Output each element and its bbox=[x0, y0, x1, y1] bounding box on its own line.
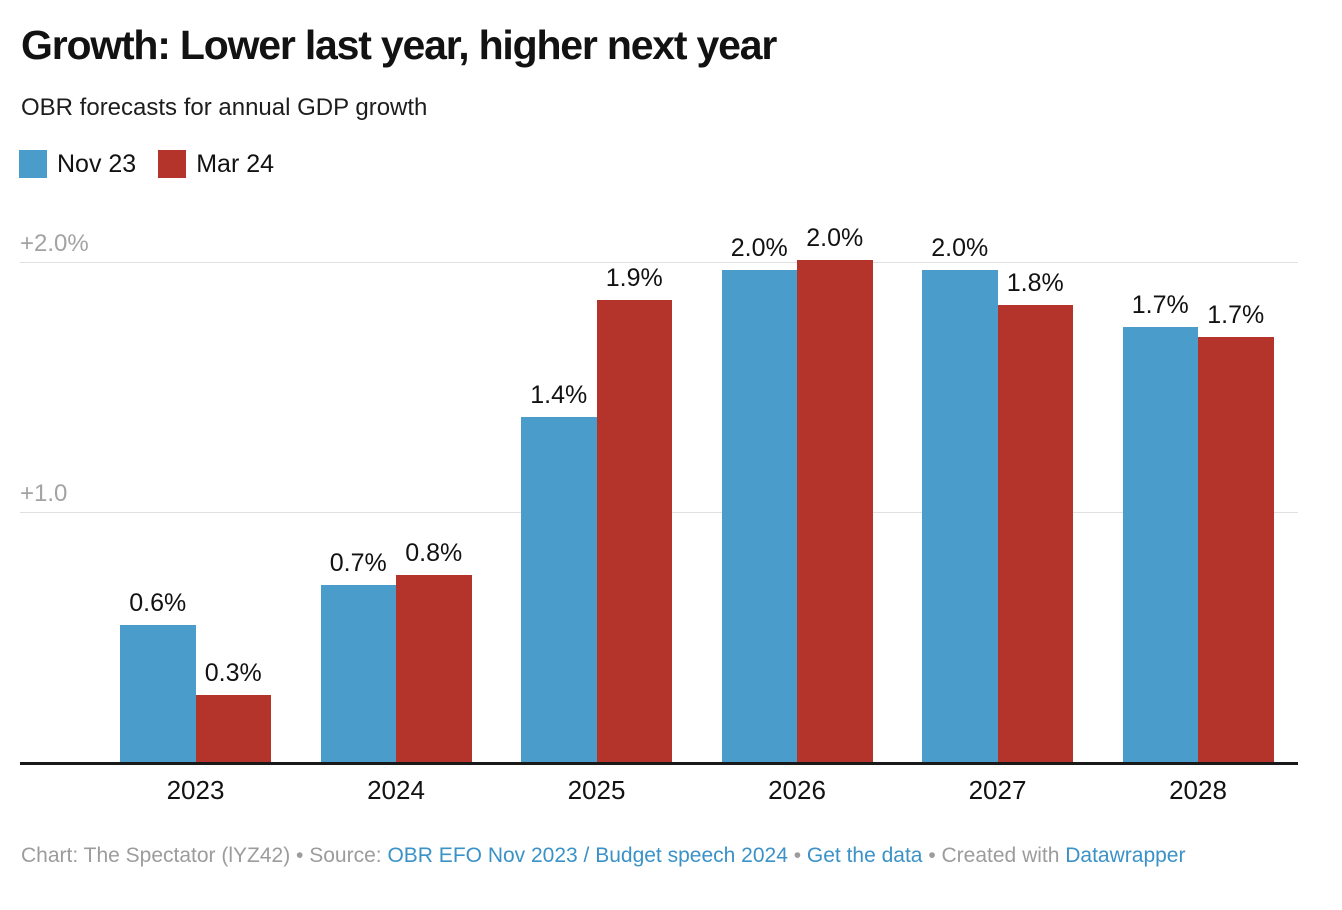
value-label: 1.7% bbox=[1131, 291, 1189, 319]
x-axis-label-2023: 2023 bbox=[166, 775, 225, 805]
value-label: 0.8% bbox=[405, 538, 463, 567]
bar-2026-mar-24 bbox=[797, 259, 873, 765]
footer-text: • Created with bbox=[922, 844, 1066, 867]
legend-item-nov-23: Nov 23 bbox=[19, 150, 136, 178]
x-axis-label-2026: 2026 bbox=[768, 775, 826, 805]
bar-2027-mar-24 bbox=[997, 304, 1073, 765]
value-label: 0.3% bbox=[204, 658, 262, 687]
value-label: 1.7% bbox=[1207, 301, 1265, 329]
legend-label: Nov 23 bbox=[57, 150, 137, 178]
bar-2028-mar-24 bbox=[1198, 337, 1274, 765]
legend: Nov 23 Mar 24 bbox=[19, 150, 274, 178]
footer-link[interactable]: Datawrapper bbox=[1065, 844, 1186, 867]
bar-2023-mar-24 bbox=[195, 694, 271, 765]
bar-2026-nov-23 bbox=[721, 269, 797, 765]
legend-item-mar-24: Mar 24 bbox=[158, 150, 274, 178]
legend-label: Mar 24 bbox=[196, 150, 275, 178]
value-label: 0.6% bbox=[129, 588, 187, 617]
bar-2024-mar-24 bbox=[396, 574, 472, 765]
footer-text: Chart: The Spectator (lYZ42) • Source: bbox=[21, 844, 388, 867]
value-label: 2.0% bbox=[806, 223, 864, 252]
value-label: 2.0% bbox=[730, 233, 788, 262]
footer: Chart: The Spectator (lYZ42) • Source: O… bbox=[21, 843, 1185, 868]
footer-link[interactable]: Get the data bbox=[806, 844, 923, 867]
bar-2024-nov-23 bbox=[320, 584, 396, 765]
legend-swatch bbox=[19, 150, 47, 178]
x-axis-label-2028: 2028 bbox=[1169, 775, 1227, 805]
value-label: 1.4% bbox=[530, 381, 588, 409]
x-axis-label-2027: 2027 bbox=[968, 775, 1027, 805]
bar-2025-nov-23 bbox=[521, 417, 597, 765]
legend-swatch bbox=[158, 150, 187, 178]
bar-2025-mar-24 bbox=[596, 299, 672, 765]
value-label: 0.7% bbox=[329, 548, 387, 577]
x-axis-label-2025: 2025 bbox=[567, 775, 626, 805]
value-label: 1.9% bbox=[605, 263, 663, 292]
footer-link[interactable]: OBR EFO Nov 2023 / Budget speech 2024 bbox=[387, 844, 788, 867]
bar-2023-nov-23 bbox=[120, 624, 196, 765]
bar-2028-nov-23 bbox=[1122, 327, 1198, 765]
x-axis-baseline bbox=[20, 762, 1298, 765]
value-label: 2.0% bbox=[931, 233, 989, 262]
chart-subtitle: OBR forecasts for annual GDP growth bbox=[21, 94, 428, 121]
value-label: 1.8% bbox=[1006, 268, 1064, 297]
x-axis-label-2024: 2024 bbox=[367, 775, 425, 805]
footer-text: • bbox=[787, 844, 807, 867]
y-axis-tick-label: +2.0% bbox=[20, 230, 89, 257]
bar-2027-nov-23 bbox=[922, 269, 998, 765]
y-axis-tick-label: +1.0 bbox=[20, 480, 68, 507]
chart-title: Growth: Lower last year, higher next yea… bbox=[21, 22, 777, 68]
y-gridline bbox=[20, 262, 1298, 263]
